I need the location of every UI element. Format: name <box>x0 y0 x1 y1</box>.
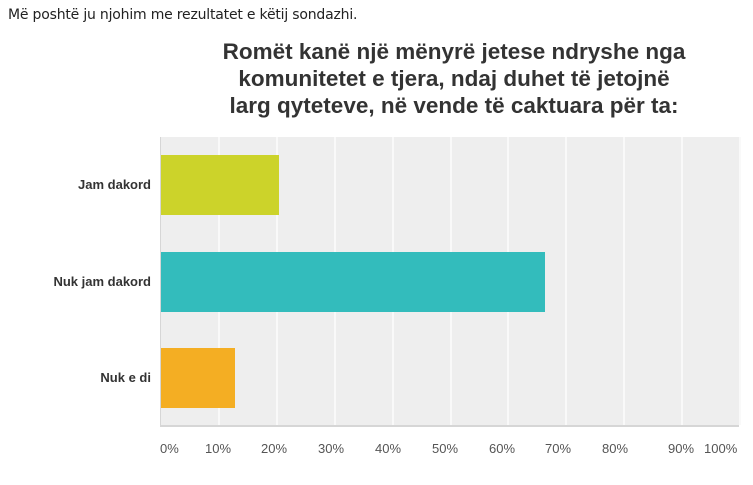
x-tick-label: 80% <box>602 441 629 456</box>
bar-jam-dakord[interactable] <box>161 155 280 215</box>
x-tick-label: 20% <box>261 441 288 456</box>
x-tick-label: 30% <box>318 441 345 456</box>
category-label: Nuk jam dakord <box>53 274 151 289</box>
bar-nuk-jam-dakord[interactable] <box>161 252 545 312</box>
category-label: Jam dakord <box>78 177 151 192</box>
chart-title-line: komunitetet e tjera, ndaj duhet të jetoj… <box>238 66 670 91</box>
x-tick-label: 40% <box>375 441 402 456</box>
intro-text: Më poshtë ju njohim me rezultatet e këti… <box>8 7 358 23</box>
x-tick-label: 0% <box>160 441 179 456</box>
bar-nuk-e-di[interactable] <box>161 348 236 408</box>
x-tick-label: 90% <box>668 441 695 456</box>
x-tick-label: 70% <box>545 441 572 456</box>
x-tick-label: 100% <box>704 441 738 456</box>
gridline <box>565 137 568 425</box>
plot-area <box>160 137 741 427</box>
category-label: Nuk e di <box>100 370 151 385</box>
gridline <box>623 137 626 425</box>
gridline <box>681 137 684 425</box>
chart-title-line: larg qyteteve, në vende të caktuara për … <box>229 93 679 118</box>
chart-title: Romët kanë një mënyrë jetese ndryshe nga… <box>170 38 738 119</box>
x-tick-label: 10% <box>205 441 232 456</box>
chart-title-line: Romët kanë një mënyrë jetese ndryshe nga <box>222 39 686 64</box>
gridline <box>739 137 741 425</box>
x-tick-label: 50% <box>432 441 459 456</box>
x-tick-label: 60% <box>489 441 516 456</box>
